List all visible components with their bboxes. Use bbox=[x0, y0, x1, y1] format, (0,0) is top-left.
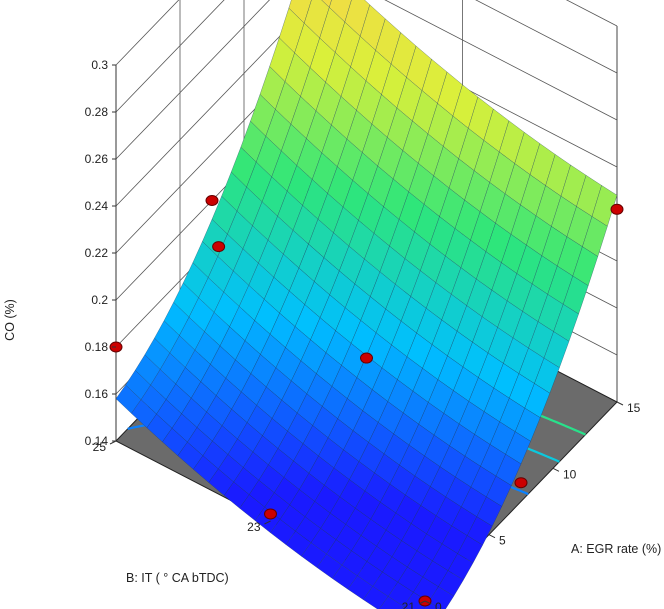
x-axis-title: A: EGR rate (%) bbox=[571, 542, 661, 556]
z-tick-label: 0.2 bbox=[91, 293, 108, 307]
z-tick-label: 0.24 bbox=[85, 199, 109, 213]
y-tick-mark bbox=[109, 440, 117, 445]
wall-gridline bbox=[115, 0, 180, 66]
x-tick-mark bbox=[616, 401, 624, 406]
z-tick-label: 0.22 bbox=[85, 246, 109, 260]
wall-gridline bbox=[115, 0, 270, 160]
design-point bbox=[360, 352, 373, 364]
z-tick-label: 0.28 bbox=[85, 105, 109, 119]
surface-cell bbox=[321, 0, 332, 8]
x-tick-label: 5 bbox=[499, 534, 506, 548]
axis-titles: CO (%) A: EGR rate (%) B: IT ( ° CA bTDC… bbox=[3, 299, 661, 585]
z-tick-label: 0.3 bbox=[91, 58, 108, 72]
z-tick-label: 0.16 bbox=[85, 387, 109, 401]
tick-labels: 0.14 0.16 0.18 0.2 0.22 0.24 0.26 0.28 0.3 0 5 10 15… bbox=[85, 58, 641, 609]
design-point bbox=[205, 195, 219, 206]
surface-cell bbox=[378, 596, 404, 609]
x-tick-label: 10 bbox=[563, 467, 577, 481]
surface-cell bbox=[401, 606, 409, 609]
z-axis-title: CO (%) bbox=[3, 299, 17, 341]
design-point bbox=[264, 508, 277, 520]
design-points bbox=[109, 195, 624, 607]
x-tick-label: 0 bbox=[435, 600, 442, 609]
z-tick-label: 0.26 bbox=[85, 152, 109, 166]
x-tick-label: 15 bbox=[627, 401, 641, 415]
wall-gridline bbox=[115, 6, 309, 207]
wall-gridline bbox=[115, 0, 225, 113]
y-axis-title: B: IT ( ° CA bTDC) bbox=[126, 571, 229, 585]
y-tick-label: 23 bbox=[247, 520, 261, 534]
response-surface bbox=[115, 0, 618, 609]
y-tick-label: 21 bbox=[402, 600, 416, 609]
x-tick-mark bbox=[424, 600, 432, 605]
design-point bbox=[212, 241, 226, 253]
design-point bbox=[610, 203, 624, 215]
x-tick-mark bbox=[552, 467, 560, 472]
design-point bbox=[514, 477, 528, 489]
y-tick-mark bbox=[418, 600, 426, 605]
x-tick-mark bbox=[488, 534, 496, 539]
wall-gridline bbox=[475, 0, 618, 74]
z-tick-label: 0.14 bbox=[85, 434, 109, 448]
y-tick-mark bbox=[264, 520, 271, 525]
y-tick-label: 25 bbox=[93, 440, 107, 454]
z-tick-label: 0.18 bbox=[85, 340, 109, 354]
